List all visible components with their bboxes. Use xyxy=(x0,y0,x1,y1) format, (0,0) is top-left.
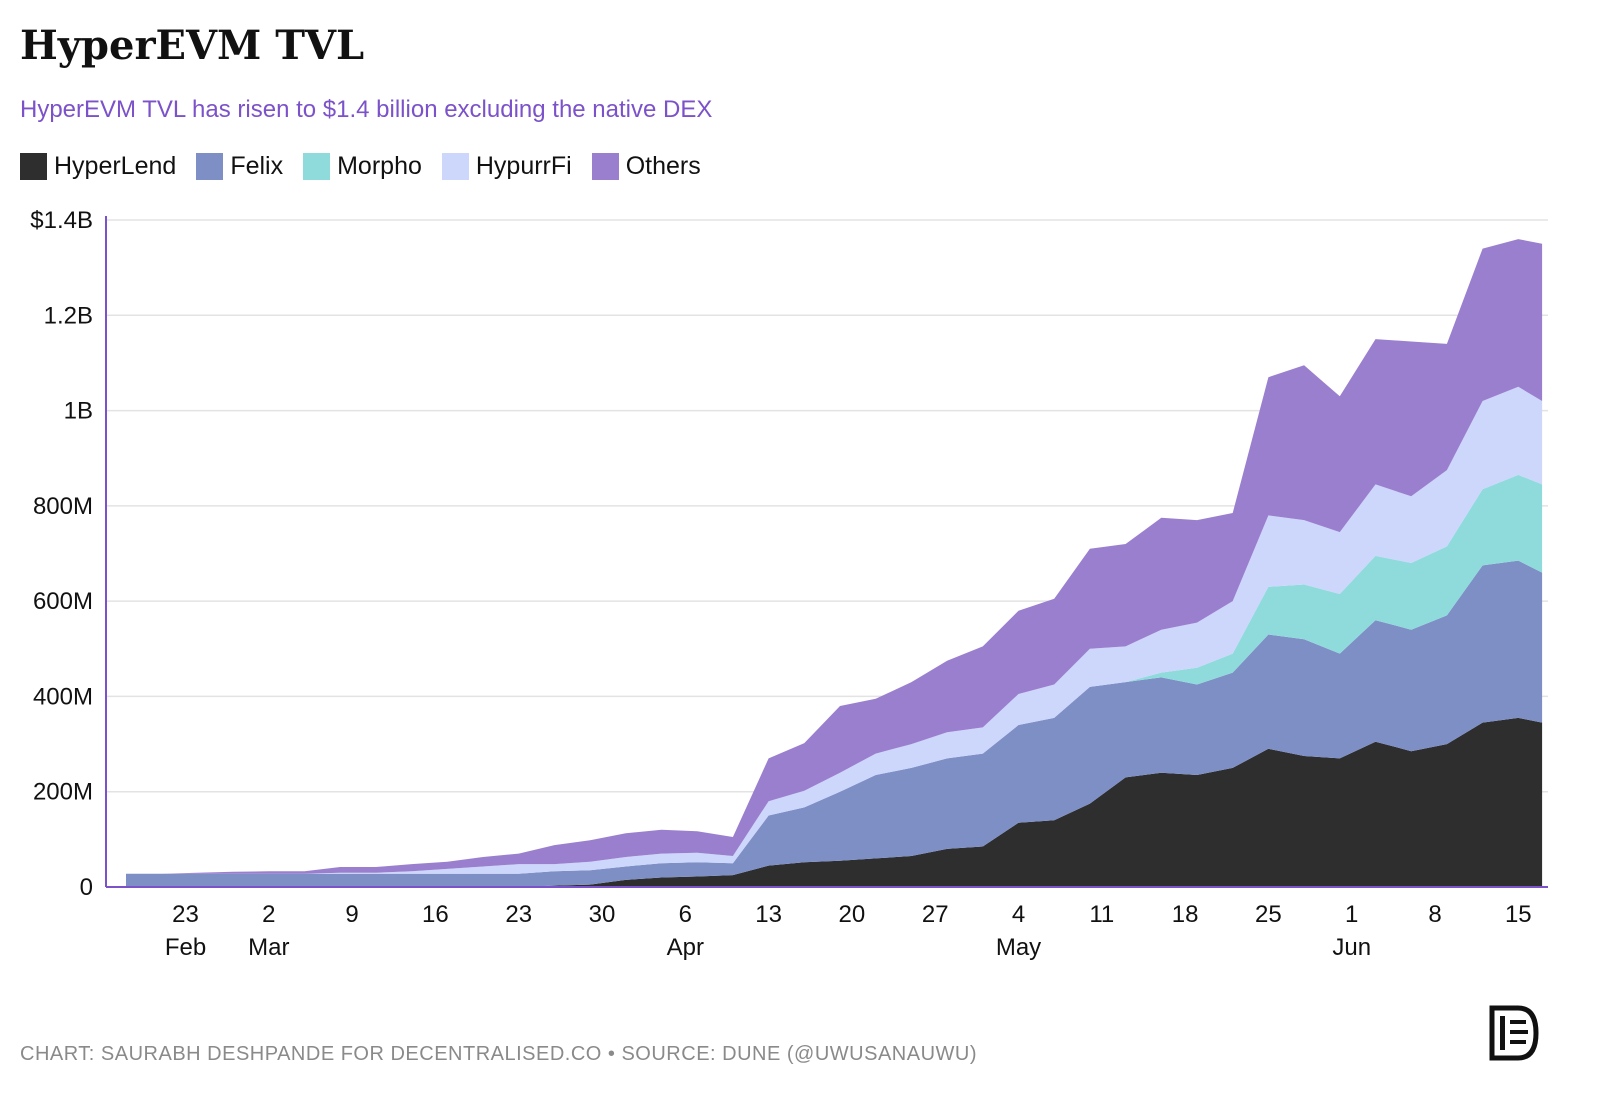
decentralised-logo-icon xyxy=(1489,1005,1539,1061)
x-tick-month-label: Jun xyxy=(1332,934,1371,961)
x-tick-label: 11 xyxy=(1089,901,1114,928)
legend-swatch-hypurrfi xyxy=(441,153,469,180)
legend-label-felix: Felix xyxy=(230,152,284,180)
x-tick-label: 16 xyxy=(422,901,449,928)
x-tick-label: 9 xyxy=(345,901,358,928)
x-tick-label: 23 xyxy=(505,901,532,928)
x-tick-label: 18 xyxy=(1172,901,1199,928)
x-tick-label: 6 xyxy=(679,901,692,928)
area-others xyxy=(126,239,1543,874)
x-tick-month-label: Apr xyxy=(667,934,704,961)
y-tick-label: 1.2B xyxy=(44,302,93,329)
legend-item-hyperlend: HyperLend xyxy=(20,152,176,181)
x-tick-month-label: Feb xyxy=(165,934,206,961)
chart-subtitle: HyperEVM TVL has risen to $1.4 billion e… xyxy=(20,96,713,123)
legend: HyperLend Felix Morpho HypurrFi Others xyxy=(20,152,721,181)
x-tick-label: 2 xyxy=(262,901,275,928)
y-tick-label: 0 xyxy=(80,874,93,901)
chart-title: HyperEVM TVL xyxy=(20,22,365,69)
legend-item-morpho: Morpho xyxy=(303,152,422,181)
x-tick-month-label: Mar xyxy=(248,934,289,961)
area-felix xyxy=(126,560,1543,887)
x-tick-label: 4 xyxy=(1012,901,1025,928)
legend-swatch-hyperlend xyxy=(20,153,47,180)
y-tick-label: 800M xyxy=(33,493,93,520)
legend-item-hypurrfi: HypurrFi xyxy=(441,152,572,181)
y-tick-label: 600M xyxy=(33,588,93,615)
legend-label-others: Others xyxy=(625,152,701,180)
x-tick-label: 25 xyxy=(1255,901,1282,928)
x-tick-label: 8 xyxy=(1428,901,1441,928)
x-tick-label: 1 xyxy=(1345,901,1358,928)
legend-label-hyperlend: HyperLend xyxy=(54,152,177,180)
area-hypurrfi xyxy=(126,386,1543,874)
legend-swatch-felix xyxy=(196,153,224,180)
x-tick-label: 13 xyxy=(755,901,782,928)
legend-item-others: Others xyxy=(591,152,701,181)
x-tick-label: 27 xyxy=(922,901,949,928)
x-tick-month-label: May xyxy=(996,934,1041,961)
legend-label-morpho: Morpho xyxy=(337,152,422,180)
area-hyperlend xyxy=(126,717,1543,887)
y-tick-label: 1B xyxy=(64,398,93,425)
legend-item-felix: Felix xyxy=(196,152,283,181)
legend-swatch-morpho xyxy=(303,153,331,180)
y-tick-label: 200M xyxy=(33,779,93,806)
x-tick-label: 30 xyxy=(589,901,616,928)
y-tick-label: 400M xyxy=(33,683,93,710)
legend-label-hypurrfi: HypurrFi xyxy=(475,152,572,180)
chart-credit: CHART: SAURABH DESHPANDE FOR DECENTRALIS… xyxy=(20,1043,977,1065)
x-tick-label: 15 xyxy=(1505,901,1532,928)
x-tick-label: 20 xyxy=(839,901,866,928)
legend-swatch-others xyxy=(591,153,619,180)
x-tick-label: 23 xyxy=(172,901,199,928)
y-tick-label: $1.4B xyxy=(30,207,93,234)
